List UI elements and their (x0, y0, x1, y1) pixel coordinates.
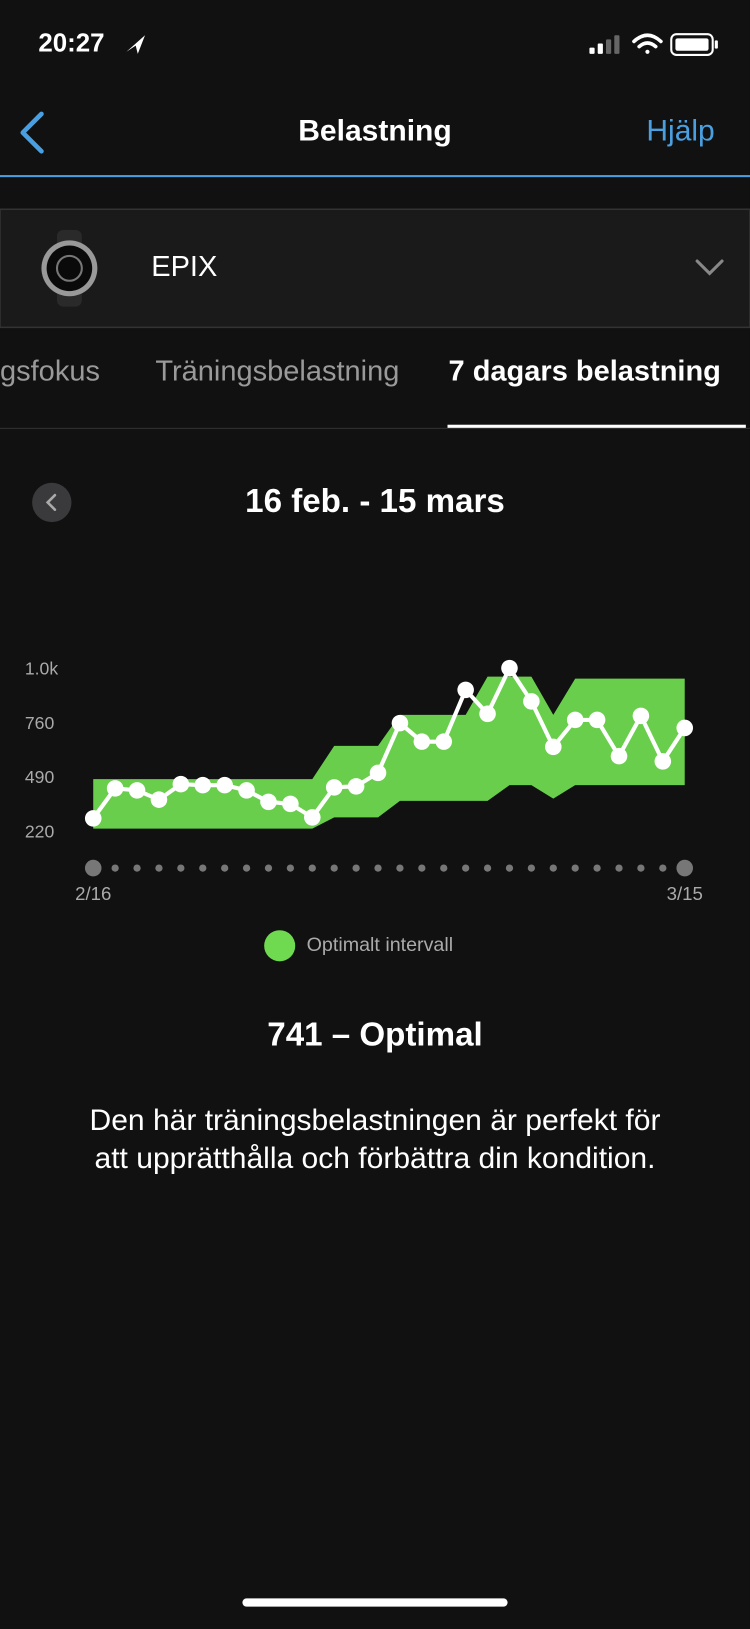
x-axis-dot (221, 864, 229, 872)
back-button[interactable] (20, 111, 44, 154)
x-axis-dot (264, 864, 273, 872)
x-tick-label: 2/16 (75, 883, 111, 904)
x-axis-dot (659, 864, 667, 872)
load-point (632, 707, 650, 725)
tab-active[interactable]: 7 dagars belastning (449, 356, 721, 388)
load-point (544, 738, 562, 756)
wifi-icon (632, 33, 663, 54)
load-point (260, 793, 277, 811)
watch-icon (41, 229, 98, 307)
load-point (457, 681, 474, 699)
x-axis-dot (396, 864, 404, 872)
load-point (435, 733, 453, 750)
x-axis-dot (177, 864, 185, 872)
location-icon (126, 35, 146, 54)
load-point (391, 714, 409, 732)
load-point (128, 782, 146, 799)
x-axis-dot (286, 864, 295, 872)
x-axis-dot (483, 864, 492, 872)
prev-chevron (45, 493, 57, 511)
x-axis-dot (462, 864, 470, 872)
y-tick-label: 1.0k (25, 658, 58, 678)
y-tick-label: 220 (25, 822, 55, 842)
x-axis-dot (374, 864, 382, 872)
x-axis-dot (527, 864, 536, 872)
load-point (347, 778, 365, 795)
x-axis-dot (84, 859, 102, 877)
x-axis-dot (133, 864, 141, 872)
tab-divider (0, 427, 750, 429)
load-point (676, 719, 694, 737)
load-point (172, 775, 190, 793)
load-point (610, 747, 628, 765)
result-title: 741 – Optimal (267, 1017, 482, 1054)
load-point (194, 776, 212, 794)
date-range: 16 feb. - 15 mars (245, 483, 505, 520)
y-tick-label: 760 (25, 713, 55, 733)
chart: 220 490 760 1.0k 2/16 3/15 Optimalt intervall (25, 658, 703, 962)
x-axis-dot (199, 864, 207, 872)
x-axis-dot (418, 864, 426, 872)
tab[interactable]: gsfokus (0, 356, 100, 388)
x-axis-dot (571, 864, 579, 872)
x-axis-dot (352, 864, 360, 872)
home-indicator (242, 1598, 508, 1607)
legend-label: Optimalt intervall (307, 934, 454, 956)
x-axis-dot (111, 864, 119, 872)
signal-icon (589, 35, 620, 54)
battery-icon (670, 33, 718, 56)
load-point (588, 711, 606, 729)
load-point (479, 705, 496, 723)
x-axis-dot (155, 864, 163, 872)
x-axis-dot (308, 864, 316, 872)
legend-swatch (264, 930, 296, 962)
load-point (325, 779, 343, 796)
load-point (501, 659, 518, 677)
device-name: EPIX (151, 251, 217, 283)
x-tick-label: 3/15 (667, 883, 703, 904)
load-point (238, 782, 255, 799)
load-point (369, 764, 387, 782)
tab[interactable]: Träningsbelastning (155, 356, 399, 388)
result-description: att upprätthålla och förbättra din kondi… (95, 1142, 656, 1175)
load-point (654, 753, 672, 770)
status-time: 20:27 (38, 29, 104, 57)
load-point (566, 711, 584, 729)
x-axis-dot (593, 864, 601, 872)
help-button[interactable]: Hjälp (646, 115, 714, 148)
tab-underline (447, 424, 746, 428)
prev-button[interactable] (32, 482, 72, 523)
load-point (106, 780, 124, 797)
x-axis-dot (676, 859, 694, 877)
x-axis-dot (440, 864, 448, 872)
load-point (413, 733, 431, 750)
device-dropdown[interactable] (695, 259, 724, 276)
x-axis-dot (549, 864, 557, 872)
load-point (523, 693, 540, 710)
x-axis-dot (637, 864, 645, 872)
nav-title: Belastning (298, 115, 452, 148)
load-point (304, 809, 321, 826)
x-axis-dot (505, 864, 514, 872)
load-point (282, 795, 299, 813)
device-row[interactable] (0, 208, 750, 329)
x-axis-dot (615, 864, 623, 872)
nav-divider (0, 175, 750, 178)
result-description: Den här träningsbelastningen är perfekt … (90, 1104, 661, 1137)
load-line (91, 666, 687, 820)
load-point (84, 810, 102, 827)
load-point (216, 776, 233, 794)
x-axis-dot (242, 864, 251, 872)
x-axis-dot (330, 864, 338, 872)
y-tick-label: 490 (25, 767, 55, 787)
load-point (150, 791, 168, 808)
